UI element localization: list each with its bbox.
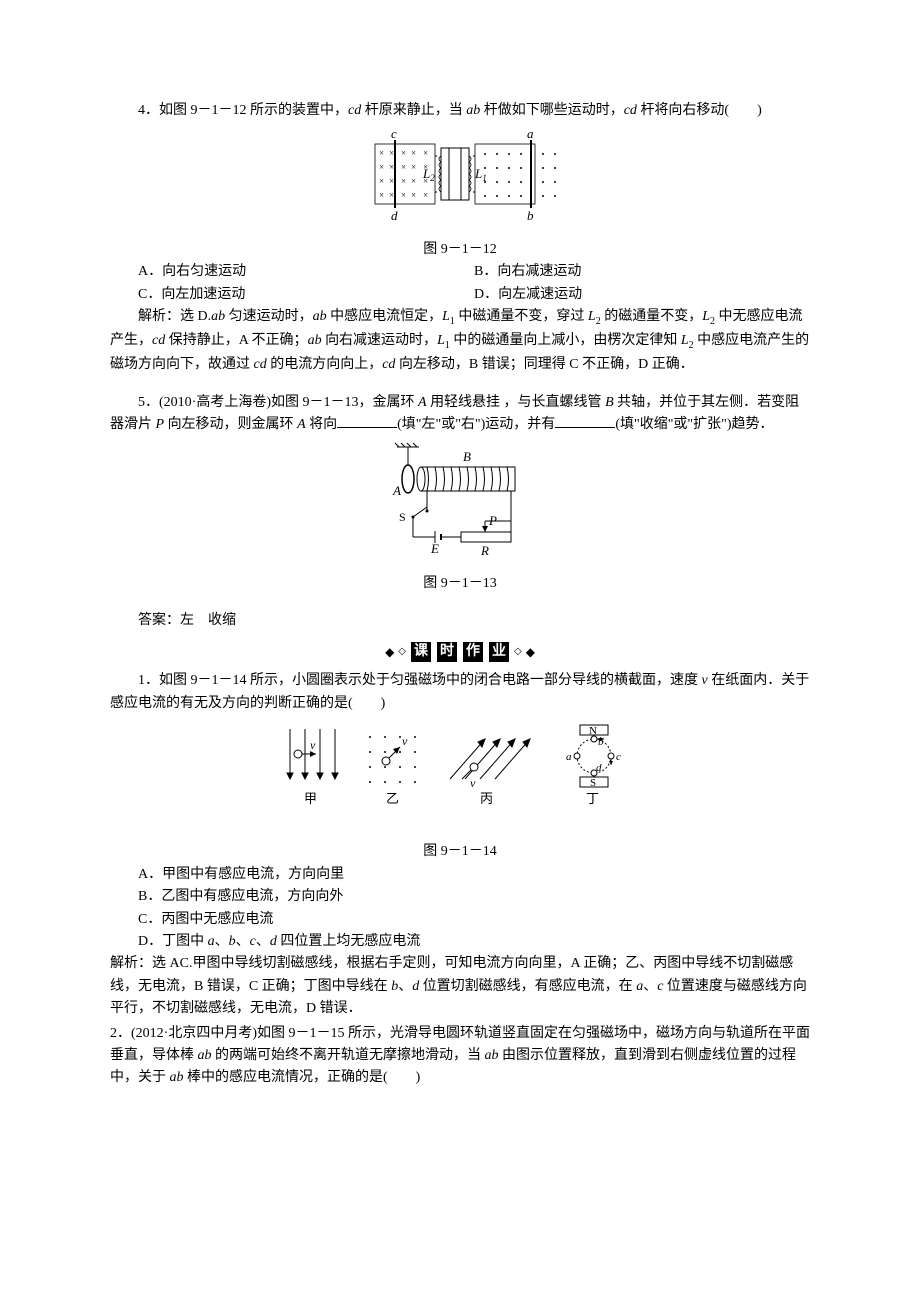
diamond-icon: ◇ [514,644,522,660]
svg-text:v: v [402,734,408,748]
svg-text:v: v [470,776,476,790]
svg-text:E: E [430,541,439,556]
svg-text:×: × [379,162,384,172]
svg-text:b: b [527,208,534,223]
svg-text:丁: 丁 [586,791,599,806]
q4-options-row2: C．向左加速运动 D．向左减速运动 [110,284,810,306]
fig-9-1-12-caption: 图 9－1－12 [110,239,810,261]
svg-text:d: d [596,762,602,774]
section-banner: ◆ ◇ 课 时 作 业 ◇ ◆ [110,642,810,664]
hw1-optA: A．甲图中有感应电流，方向向里 [110,864,810,886]
svg-text:c: c [391,126,397,141]
svg-text:×: × [389,162,394,172]
figure-9-1-13: A B S E P R [110,441,810,569]
svg-text:×: × [401,162,406,172]
figure-9-1-14: v 甲 v 乙 v 丙 N S [110,719,810,837]
svg-text:c: c [616,751,621,763]
svg-text:a: a [527,126,534,141]
diamond-icon: ◇ [398,644,406,660]
svg-text:S: S [590,777,596,789]
svg-text:d: d [391,208,398,223]
svg-text:×: × [379,190,384,200]
svg-text:×: × [389,190,394,200]
svg-text:S: S [399,510,406,524]
svg-text:×: × [423,190,428,200]
fig-9-1-13-caption: 图 9－1－13 [110,573,810,595]
hw1-optC: C．丙图中无感应电流 [110,909,810,931]
svg-text:×: × [389,176,394,186]
svg-text:×: × [411,190,416,200]
q5-stem: 5．(2010·高考上海卷)如图 9－1－13，金属环 A 用轻线悬挂 ，与长直… [110,392,810,437]
svg-text:×: × [389,148,394,158]
q4-optA: A．向右匀速运动 [138,261,474,283]
q4-stem: 4．如图 9－1－12 所示的装置中，cd 杆原来静止，当 ab 杆做如下哪些运… [110,100,810,122]
diamond-icon: ◆ [385,643,394,662]
svg-text:×: × [411,176,416,186]
fig-9-1-14-caption: 图 9－1－14 [110,841,810,863]
svg-text:×: × [411,148,416,158]
q4-options-row1: A．向右匀速运动 B．向右减速运动 [110,261,810,283]
hw1-stem: 1．如图 9－1－14 所示，小圆圈表示处于匀强磁场中的闭合电路一部分导线的横截… [110,670,810,715]
hw2-stem: 2．(2012·北京四中月考)如图 9－1－15 所示，光滑导电圆环轨道竖直固定… [110,1023,810,1090]
svg-text:N: N [589,725,597,737]
q4-optD: D．向左减速运动 [474,284,810,306]
banner-char: 时 [437,642,457,662]
svg-text:×: × [423,148,428,158]
svg-text:乙: 乙 [386,791,399,806]
hw1-explanation: 解析：选 AC.甲图中导线切割磁感线，根据右手定则，可知电流方向向里，A 正确；… [110,953,810,1020]
svg-text:×: × [379,176,384,186]
svg-text:A: A [392,483,401,498]
banner-char: 作 [463,642,483,662]
svg-text:×: × [401,190,406,200]
svg-text:P: P [488,513,497,528]
figure-9-1-12: ××××× ××××× ××××× ××××× [110,126,810,234]
svg-text:×: × [401,176,406,186]
hw1-optB: B．乙图中有感应电流，方向向外 [110,886,810,908]
svg-text:b: b [598,736,604,748]
banner-char: 业 [489,642,509,662]
svg-text:甲: 甲 [304,791,317,806]
banner-char: 课 [411,642,431,662]
q4-explanation: 解析：选 D.ab 匀速运动时，ab 中感应电流恒定，L1 中磁通量不变，穿过 … [110,306,810,376]
q4-optC: C．向左加速运动 [138,284,474,306]
svg-text:×: × [379,148,384,158]
svg-text:R: R [480,543,489,558]
svg-text:×: × [401,148,406,158]
svg-text:×: × [411,162,416,172]
svg-text:v: v [310,738,316,752]
svg-text:丙: 丙 [480,791,493,806]
diamond-icon: ◆ [526,643,535,662]
hw1-optD: D．丁图中 a、b、c、d 四位置上均无感应电流 [110,931,810,953]
q4-optB: B．向右减速运动 [474,261,810,283]
svg-text:a: a [566,751,572,763]
q5-answer: 答案：左 收缩 [110,610,810,632]
svg-text:B: B [463,449,471,464]
svg-text:L2: L2 [422,166,435,183]
